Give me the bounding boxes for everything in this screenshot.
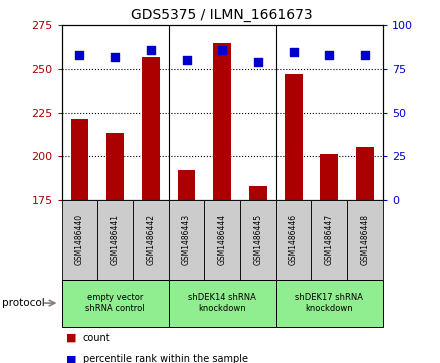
Text: GSM1486446: GSM1486446 (289, 214, 298, 265)
Bar (70, 119, 88, 200)
Text: GSM1486443: GSM1486443 (182, 214, 191, 265)
Text: shDEK17 shRNA
knockdown: shDEK17 shRNA knockdown (295, 293, 363, 313)
Bar (249, 186, 267, 200)
Text: GSM1486442: GSM1486442 (147, 214, 155, 265)
Bar (356, 147, 374, 200)
Text: protocol: protocol (2, 298, 45, 308)
Point (112, 54, 119, 60)
Text: GSM1486444: GSM1486444 (218, 214, 227, 265)
Text: GSM1486447: GSM1486447 (325, 214, 334, 265)
Bar (285, 74, 303, 200)
Bar (142, 57, 160, 200)
Text: GSM1486440: GSM1486440 (75, 214, 84, 265)
Point (290, 49, 297, 54)
Text: ■: ■ (66, 333, 77, 343)
Text: GSM1486445: GSM1486445 (253, 214, 262, 265)
Text: empty vector
shRNA control: empty vector shRNA control (85, 293, 145, 313)
Bar (106, 134, 124, 200)
Bar (178, 170, 195, 200)
Bar (213, 43, 231, 200)
Title: GDS5375 / ILMN_1661673: GDS5375 / ILMN_1661673 (132, 8, 313, 22)
Text: ■: ■ (66, 354, 77, 363)
Text: percentile rank within the sample: percentile rank within the sample (83, 354, 248, 363)
Point (254, 59, 261, 65)
Point (219, 47, 226, 53)
Point (326, 52, 333, 58)
Point (183, 57, 190, 63)
Text: GSM1486448: GSM1486448 (360, 214, 370, 265)
Point (76, 52, 83, 58)
Text: GSM1486441: GSM1486441 (110, 214, 120, 265)
Text: shDEK14 shRNA
knockdown: shDEK14 shRNA knockdown (188, 293, 256, 313)
Point (361, 52, 368, 58)
Bar (320, 154, 338, 200)
Text: count: count (83, 333, 110, 343)
Point (147, 47, 154, 53)
